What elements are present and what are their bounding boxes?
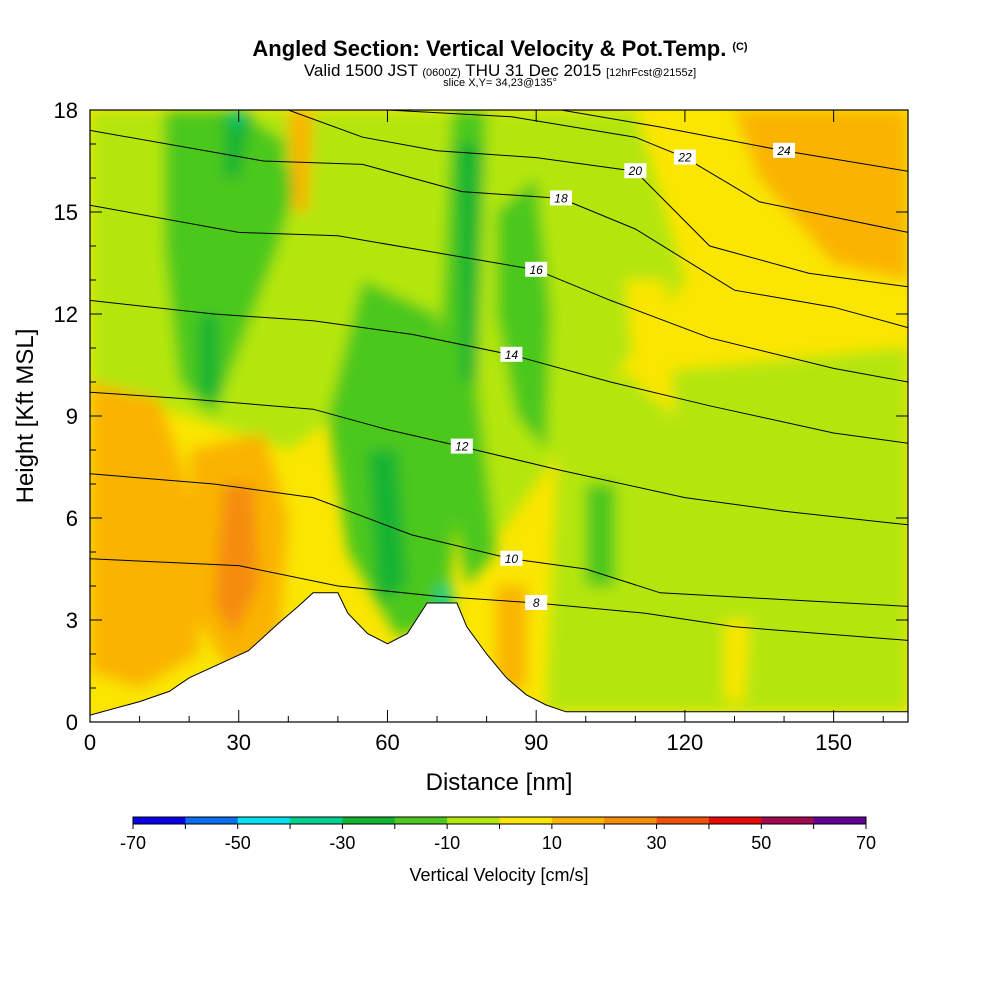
colorbar-title: Vertical Velocity [cm/s] <box>409 865 588 885</box>
y-tick-label: 18 <box>54 98 78 123</box>
region-light-orange <box>90 382 200 688</box>
svg-text:8: 8 <box>533 596 540 610</box>
velocity-field: 8 10 12 14 16 18 20 22 24 <box>90 110 908 722</box>
colorbar-swatch <box>290 817 343 824</box>
x-axis: 0 30 60 90 120 150 <box>84 110 884 755</box>
x-axis-title: Distance [nm] <box>426 769 573 796</box>
x-tick-label: 0 <box>84 730 96 755</box>
isentrope-labels: 8 10 12 14 16 18 20 22 24 <box>450 142 796 610</box>
region-light-orange <box>288 110 314 212</box>
colorbar-swatch <box>708 817 762 824</box>
y-tick-label: 15 <box>54 200 78 225</box>
region-dark-green <box>223 110 254 178</box>
region-green <box>496 178 552 450</box>
region-dark-green <box>456 144 482 382</box>
colorbar-swatch <box>394 817 448 824</box>
x-tick-label: 150 <box>815 730 852 755</box>
colorbar-swatch <box>342 817 396 824</box>
isentrope-label: 10 <box>500 550 523 566</box>
y-tick-label: 12 <box>54 302 78 327</box>
colorbar-swatch <box>185 817 239 824</box>
svg-text:16: 16 <box>530 263 544 277</box>
svg-text:22: 22 <box>677 151 692 165</box>
colorbar-swatch <box>237 817 291 824</box>
svg-text:12: 12 <box>455 440 469 454</box>
terrain-mask <box>90 592 908 722</box>
svg-text:24: 24 <box>776 144 791 158</box>
chart-title: Angled Section: Vertical Velocity & Pot.… <box>252 36 748 61</box>
colorbar-swatch <box>551 817 605 824</box>
y-tick-label: 0 <box>66 710 78 735</box>
colorbar-tick-label: -30 <box>329 833 355 853</box>
region-yellow <box>724 620 750 702</box>
svg-text:20: 20 <box>628 164 643 178</box>
colorbar: -70 -50 -30 -10 10 30 50 70 <box>120 816 876 853</box>
slice-label: slice X,Y= 34,23@135° <box>443 77 557 89</box>
region-light-green <box>90 280 190 416</box>
isentrope-label: 8 <box>525 595 548 610</box>
svg-text:14: 14 <box>505 348 519 362</box>
isentrope-label: 18 <box>549 190 572 206</box>
colorbar-tick-label: -70 <box>120 833 146 853</box>
y-axis: 0 3 6 9 12 15 18 <box>54 98 908 735</box>
region-dark-green <box>367 450 408 603</box>
colorbar-tick-label: 50 <box>751 833 771 853</box>
colorbar-swatch <box>656 817 710 824</box>
colorbar-tick-label: -50 <box>225 833 251 853</box>
y-tick-label: 3 <box>66 608 78 633</box>
svg-text:18: 18 <box>554 191 568 205</box>
region-light-green <box>546 348 908 712</box>
isentrope-22 <box>387 110 908 233</box>
colorbar-tick-label: 30 <box>647 833 667 853</box>
y-axis-title: Height [Kft MSL] <box>12 329 39 504</box>
colorbar-tick-label: 10 <box>542 833 562 853</box>
svg-text:10: 10 <box>505 552 519 566</box>
colorbar-tick-label: 70 <box>856 833 876 853</box>
region-teal <box>228 110 244 131</box>
colorbar-swatch <box>133 817 186 824</box>
region-light-orange <box>496 586 527 688</box>
x-tick-label: 120 <box>667 730 704 755</box>
x-tick-label: 60 <box>375 730 399 755</box>
region-yellow <box>625 280 675 416</box>
isentrope-24 <box>560 110 908 172</box>
colorbar-swatch <box>761 817 815 824</box>
isentrope-label: 14 <box>500 346 523 362</box>
colorbar-swatch <box>447 817 500 824</box>
region-orange <box>213 484 259 637</box>
isentrope-label: 24 <box>773 142 796 158</box>
isentrope-8 <box>90 558 908 641</box>
isentrope-label: 16 <box>525 261 548 277</box>
colorbar-swatch <box>499 817 553 824</box>
colorbar-tick-label: -10 <box>434 833 460 853</box>
x-tick-label: 90 <box>524 730 548 755</box>
y-tick-label: 6 <box>66 506 78 531</box>
chart-subtitle: Valid 1500 JST (0600Z) THU 31 Dec 2015 [… <box>303 61 697 80</box>
isentrope-20 <box>288 110 908 288</box>
colorbar-swatch <box>604 817 658 824</box>
isentrope-label: 22 <box>673 149 696 165</box>
region-green <box>585 484 616 586</box>
region-dark-green <box>199 314 219 399</box>
isentrope-label: 20 <box>624 163 647 179</box>
isentrope-label: 12 <box>450 438 473 454</box>
y-tick-label: 9 <box>66 404 78 429</box>
x-tick-label: 30 <box>226 730 250 755</box>
colorbar-swatch <box>813 817 867 824</box>
